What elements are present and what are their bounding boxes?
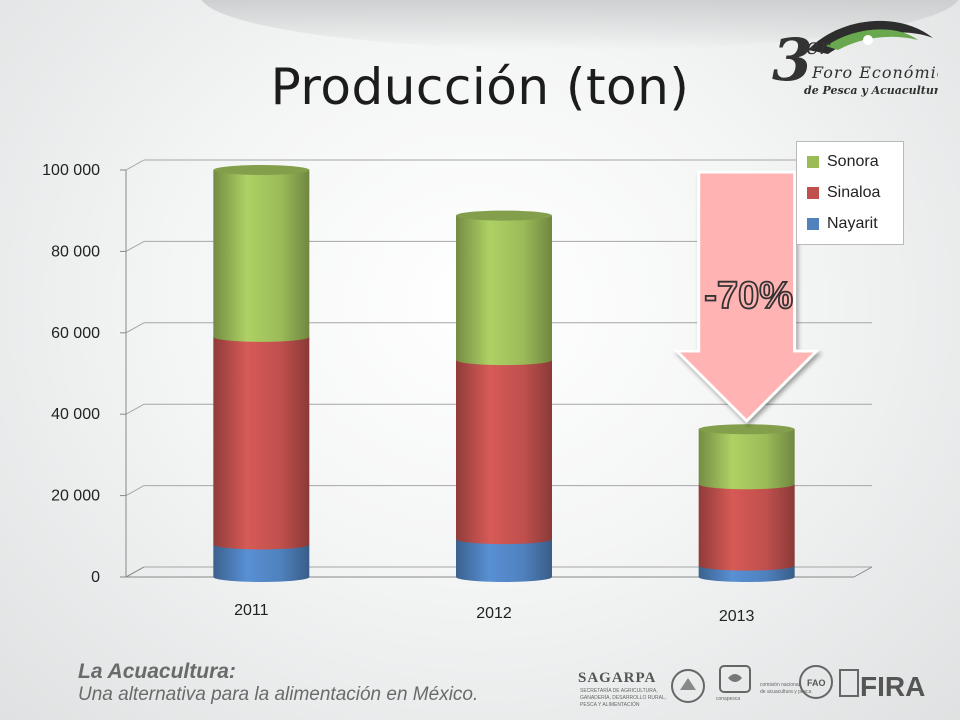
- legend-label-nayarit: Nayarit: [827, 214, 878, 232]
- conapesca-icon: [719, 665, 751, 693]
- gridline-depth: [125, 159, 145, 171]
- fira-logo: FIRA: [860, 671, 925, 702]
- footer-logos: SAGARPA SECRETARÍA DE AGRICULTURA, GANAD…: [578, 665, 925, 708]
- mexico-seal-icon: [671, 669, 705, 703]
- bar-nayarit-2012: [456, 539, 552, 582]
- y-tick-label: 80 000: [51, 243, 100, 260]
- bar-nayarit-2011: [213, 544, 310, 582]
- foro-economico-logo: 3 er Foro Económico de Pesca y Acuacultu…: [772, 20, 938, 97]
- x-tick-label-2012: 2012: [476, 605, 512, 622]
- sagarpa-sub-3: PESCA Y ALIMENTACIÓN: [580, 701, 640, 708]
- bar-sonora-2013: [698, 429, 795, 490]
- slide-title: Producción (ton): [270, 58, 690, 116]
- footer-title: La Acuacultura:: [78, 660, 236, 683]
- conapesca-name: conapesca: [716, 696, 740, 702]
- x-tick-label-2011: 2011: [234, 602, 269, 619]
- logo-superscript: er: [806, 35, 831, 60]
- footer-subtitle: Una alternativa para la alimentación en …: [78, 684, 479, 705]
- eagle-icon: [680, 678, 696, 690]
- decline-arrow: -70%: [673, 170, 821, 424]
- bar-sinaloa-2011: [213, 336, 310, 550]
- legend-swatch-sonora: [807, 155, 819, 168]
- floor-left: [125, 566, 145, 578]
- fira-mark-icon: [839, 669, 859, 697]
- sagarpa-sub-2: GANADERÍA, DESARROLLO RURAL,: [580, 694, 666, 701]
- gridline-depth: [125, 403, 145, 415]
- bar-sonora-2012: [456, 215, 552, 366]
- legend-item-sinaloa: Sinaloa: [807, 177, 903, 208]
- fao-logo-icon: [799, 665, 833, 699]
- logo-swoosh-green: [826, 29, 918, 50]
- y-tick-label: 40 000: [51, 406, 100, 423]
- gridline-depth: [125, 485, 145, 497]
- decline-arrow-shape: [673, 170, 821, 424]
- bar-top-2012: [456, 210, 552, 221]
- logo-number: 3: [772, 26, 812, 94]
- bar-sonora-2011: [213, 170, 310, 342]
- legend-item-nayarit: Nayarit: [807, 208, 903, 239]
- bar-sinaloa-2012: [456, 360, 552, 545]
- gridline-depth: [125, 240, 145, 252]
- legend-swatch-nayarit: [807, 217, 819, 230]
- bar-sinaloa-2013: [698, 484, 795, 571]
- logo-line2: de Pesca y Acuacultura: [804, 84, 938, 97]
- sagarpa-sub-1: SECRETARÍA DE AGRICULTURA,: [580, 687, 658, 694]
- sagarpa-logo: SAGARPA: [578, 670, 656, 686]
- logo-line1: Foro Económico: [811, 63, 938, 82]
- y-tick-label: 100 000: [42, 162, 100, 179]
- legend-label-sonora: Sonora: [827, 152, 879, 170]
- fish-icon: [728, 674, 742, 682]
- conapesca-sub-2: de acuacultura y pesca: [760, 689, 812, 695]
- legend-swatch-sinaloa: [807, 186, 819, 199]
- bar-top-2011: [213, 165, 310, 175]
- logo-dot: [863, 35, 873, 45]
- chart-legend: Sonora Sinaloa Nayarit: [796, 141, 904, 245]
- decline-percentage-label: -70%: [704, 275, 793, 317]
- gridline-depth: [125, 322, 145, 334]
- conapesca-sub-1: comisión nacional: [760, 682, 800, 688]
- floor-right: [853, 566, 873, 578]
- x-tick-label-2013: 2013: [719, 608, 755, 625]
- fao-logo: FAO: [807, 678, 826, 688]
- y-tick-label: 60 000: [51, 325, 100, 342]
- legend-label-sinaloa: Sinaloa: [827, 183, 881, 201]
- y-tick-label: 20 000: [51, 488, 100, 505]
- bar-top-2013: [698, 424, 795, 435]
- y-tick-label: 0: [91, 569, 100, 586]
- legend-item-sonora: Sonora: [807, 146, 903, 177]
